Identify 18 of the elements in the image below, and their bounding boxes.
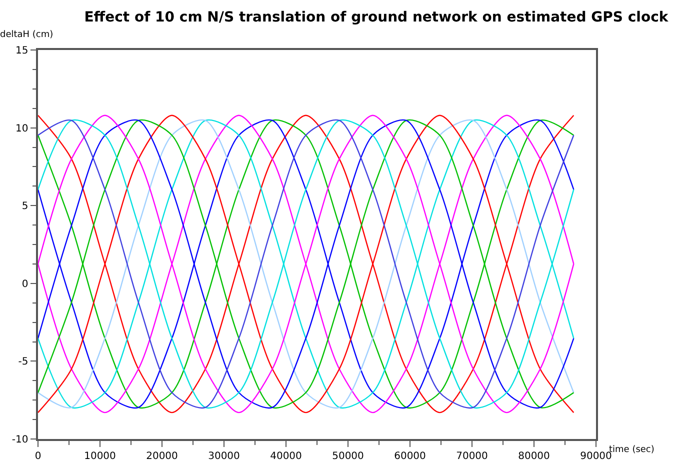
- chart-title: Effect of 10 cm N/S translation of ground network on estimated GPS clock: [84, 10, 669, 26]
- x-tick-label: 0: [34, 450, 42, 462]
- x-tick-label: 30000: [208, 450, 240, 462]
- y-tick-label: 10: [16, 123, 28, 134]
- x-tick-label: 80000: [518, 450, 550, 462]
- x-tick-label: 70000: [456, 450, 488, 462]
- x-tick-label: 20000: [146, 450, 178, 462]
- y-tick-label: 0: [22, 278, 28, 290]
- y-tick-label: 15: [16, 46, 28, 56]
- x-tick-label: 60000: [394, 450, 426, 462]
- y-tick-label: 5: [22, 201, 28, 212]
- y-axis-title: deltaH (cm): [0, 30, 54, 40]
- y-tick-label: -5: [18, 356, 28, 368]
- x-tick-label: 90000: [580, 450, 612, 462]
- x-tick-label: 40000: [270, 450, 302, 462]
- x-tick-label: 10000: [84, 450, 116, 462]
- x-tick-label: 50000: [332, 450, 364, 462]
- y-tick-label: -10: [12, 434, 28, 446]
